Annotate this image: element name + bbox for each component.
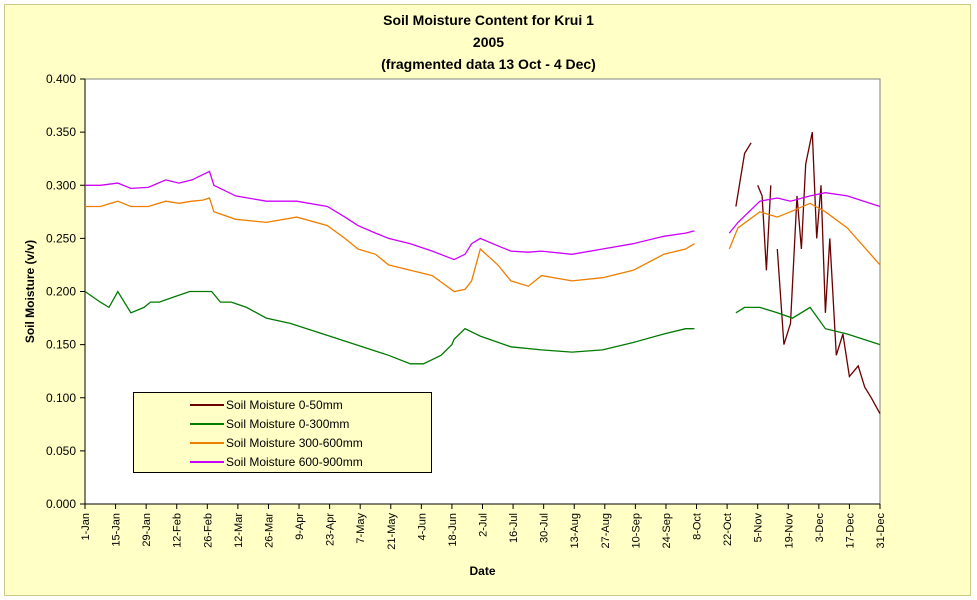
x-tick-label: 5-Nov	[753, 513, 765, 543]
y-tick-label: 0.100	[46, 391, 76, 405]
x-tick-label: 9-Apr	[294, 513, 306, 540]
x-tick-label: 16-Jul	[508, 513, 520, 543]
legend-swatch	[190, 461, 224, 463]
x-tick-label: 26-Feb	[202, 513, 214, 548]
x-tick-label: 30-Jul	[539, 513, 551, 543]
legend-item: Soil Moisture 0-50mm	[134, 396, 431, 414]
legend-item: Soil Moisture 300-600mm	[134, 434, 431, 452]
x-tick-label: 7-May	[355, 513, 367, 544]
x-tick-label: 15-Jan	[111, 513, 123, 547]
x-tick-label: 13-Aug	[569, 513, 581, 548]
y-tick-label: 0.300	[46, 178, 76, 192]
legend-item: Soil Moisture 600-900mm	[134, 453, 431, 471]
x-tick-label: 2-Jul	[478, 513, 490, 537]
x-tick-label: 22-Oct	[722, 513, 734, 546]
y-axis-title: Soil Moisture (v/v)	[23, 240, 37, 343]
x-tick-label: 23-Apr	[325, 513, 337, 546]
x-tick-label: 12-Mar	[233, 513, 245, 548]
x-tick-label: 27-Aug	[600, 513, 612, 548]
x-tick-label: 18-Jun	[447, 513, 459, 547]
x-tick-label: 3-Dec	[814, 513, 826, 543]
legend-swatch	[190, 442, 224, 444]
x-tick-label: 24-Sep	[661, 513, 673, 548]
y-tick-label: 0.250	[46, 231, 76, 245]
legend-label: Soil Moisture 600-900mm	[226, 455, 363, 469]
x-tick-label: 21-May	[386, 513, 398, 550]
x-tick-label: 10-Sep	[630, 513, 642, 548]
series-line-4	[85, 170, 695, 261]
x-tick-label: 17-Dec	[844, 513, 856, 549]
y-tick-label: 0.400	[46, 72, 76, 86]
series-line-1	[735, 142, 752, 207]
y-tick-label: 0.150	[46, 338, 76, 352]
series-line-1	[776, 131, 881, 415]
series-line-3	[85, 197, 695, 293]
x-tick-label: 4-Jun	[416, 513, 428, 541]
x-tick-label: 12-Feb	[172, 513, 184, 548]
y-tick-label: 0.050	[46, 444, 76, 458]
x-axis-title: Date	[469, 564, 495, 578]
legend-label: Soil Moisture 0-50mm	[226, 398, 343, 412]
series-line-3	[728, 202, 881, 266]
chart-title-line-2: 2005	[472, 34, 505, 50]
chart-title-line-3: (fragmented data 13 Oct - 4 Dec)	[381, 56, 596, 72]
legend-swatch	[190, 404, 224, 406]
chart-legend: Soil Moisture 0-50mm Soil Moisture 0-300m…	[133, 392, 432, 473]
series-line-2	[735, 306, 881, 346]
y-tick-label: 0.200	[46, 285, 76, 299]
legend-label: Soil Moisture 0-300mm	[226, 417, 350, 431]
x-tick-label: 8-Oct	[692, 513, 704, 540]
x-tick-label: 29-Jan	[141, 513, 153, 547]
legend-swatch	[190, 423, 224, 425]
y-tick-label: 0.000	[46, 497, 76, 511]
legend-item: Soil Moisture 0-300mm	[134, 415, 431, 433]
legend-label: Soil Moisture 300-600mm	[226, 436, 363, 450]
x-tick-label: 19-Nov	[783, 513, 795, 549]
y-tick-label: 0.350	[46, 125, 76, 139]
x-tick-label: 31-Dec	[875, 513, 887, 549]
x-tick-label: 1-Jan	[80, 513, 92, 541]
x-tick-label: 26-Mar	[263, 513, 275, 548]
series-line-2	[84, 290, 695, 365]
chart-title-line-1: Soil Moisture Content for Krui 1	[383, 12, 594, 28]
series-line-4	[728, 192, 881, 234]
series-line-1	[757, 185, 772, 271]
